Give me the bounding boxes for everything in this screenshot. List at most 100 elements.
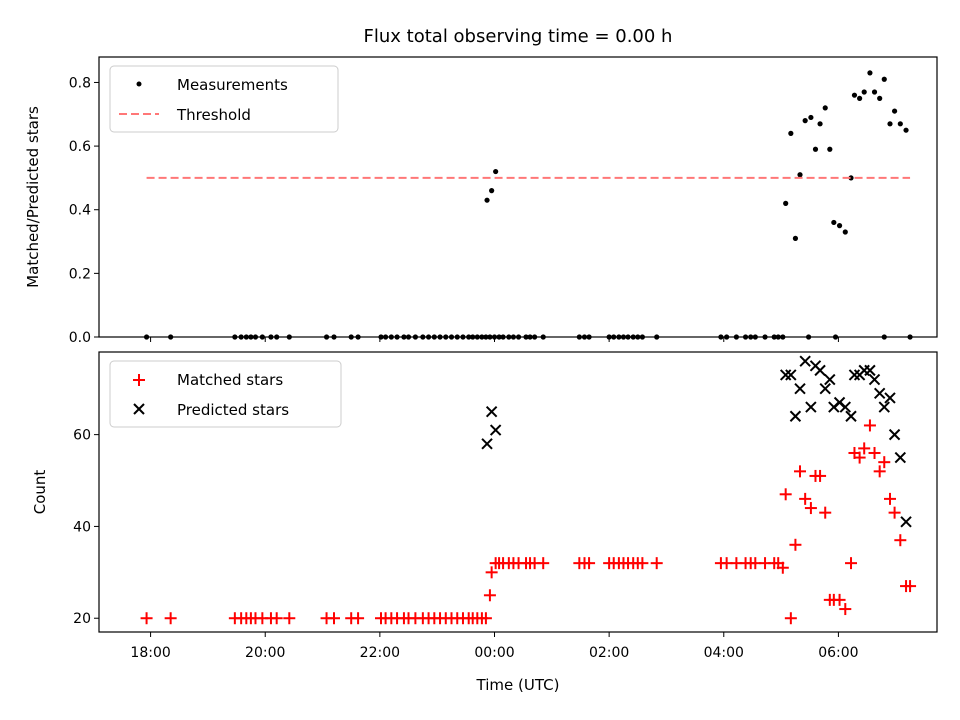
star-count-legend: Matched stars Predicted stars xyxy=(109,360,342,428)
measurement-point xyxy=(848,175,854,181)
star-count-y-tick-label: 60 xyxy=(73,428,91,444)
matched-stars-point xyxy=(776,561,789,574)
star-count-x-tick-label: 02:00 xyxy=(589,645,629,661)
predicted-stars-point xyxy=(839,401,851,413)
predicted-stars-point xyxy=(868,373,881,386)
matched-stars-point xyxy=(328,612,341,625)
flux-ratio-y-tick-label: 0.8 xyxy=(69,75,91,91)
flux-ratio-y-tick-label: 0.2 xyxy=(69,266,91,282)
measurement-point xyxy=(783,200,789,206)
predicted-stars-point xyxy=(819,383,831,395)
flux-ratio-y-tick-label: 0.6 xyxy=(69,139,91,155)
measurement-point xyxy=(808,114,814,121)
matched-stars-point xyxy=(352,612,365,625)
measurement-point xyxy=(877,95,883,101)
star-count-plot-area xyxy=(140,355,917,625)
matched-stars-point xyxy=(883,492,896,505)
predicted-stars-point xyxy=(814,364,826,377)
measurement-point xyxy=(489,188,495,194)
matched-stars-point xyxy=(537,557,550,570)
measurement-point xyxy=(836,223,843,229)
star-count-x-tick-label: 04:00 xyxy=(704,645,744,661)
flux-ratio-panel: 0.00.20.40.60.8 Matched/Predicted stars … xyxy=(24,56,938,346)
measurement-point xyxy=(887,121,893,127)
matched-stars-point xyxy=(794,465,807,478)
measurement-point xyxy=(812,146,819,152)
star-count-panel: 20 40 60 18:00 20:00 22:00 00:00 02:00 04:00 06:… xyxy=(31,351,938,694)
matched-stars-point xyxy=(483,589,496,602)
flux-ratio-legend-box xyxy=(109,65,339,133)
measurement-point xyxy=(822,105,828,111)
matched-stars-point xyxy=(819,506,832,519)
flux-ratio-legend: Measurements Threshold xyxy=(109,65,339,133)
matched-stars-point xyxy=(164,612,177,625)
matched-stars-point xyxy=(804,502,817,515)
flux-ratio-y-tick-label: 0.0 xyxy=(69,330,91,346)
predicted-stars-point xyxy=(489,424,502,436)
predicted-stars-legend-marker xyxy=(133,403,145,415)
measurement-point xyxy=(827,146,833,152)
star-count-y-ticks: 20 40 60 xyxy=(73,428,99,627)
predicted-stars-point xyxy=(894,451,907,464)
matched-stars-point xyxy=(858,442,871,455)
matched-stars-point xyxy=(650,557,663,570)
matched-stars-point xyxy=(583,557,596,570)
flux-ratio-plot-frame xyxy=(98,56,938,338)
predicted-stars-point xyxy=(824,373,836,386)
chart-title: Flux total observing time = 0.00 h xyxy=(364,26,673,47)
matched-stars-point xyxy=(878,456,891,469)
matched-stars-legend-label: Matched stars xyxy=(177,371,283,389)
star-count-x-tick-label: 22:00 xyxy=(360,645,400,661)
measurement-point xyxy=(484,197,490,203)
matched-stars-legend-marker xyxy=(133,374,145,386)
predicted-stars-point xyxy=(785,369,797,381)
matched-stars-point xyxy=(853,451,866,464)
flux-ratio-y-ticks: 0.0 0.2 0.4 0.6 0.8 xyxy=(69,75,99,346)
predicted-stars-point xyxy=(805,401,817,413)
matched-stars-point xyxy=(868,446,881,459)
measurement-point xyxy=(857,95,863,101)
predicted-stars-point xyxy=(485,405,498,418)
flux-ratio-y-axis-label: Matched/Predicted stars xyxy=(24,106,42,288)
flux-ratio-x-ticks xyxy=(150,337,839,342)
matched-stars-point xyxy=(845,557,858,570)
predicted-stars-point xyxy=(864,364,876,377)
star-count-plot-frame xyxy=(98,351,938,633)
measurements-legend-marker xyxy=(136,81,142,87)
predicted-stars-legend-label: Predicted stars xyxy=(177,401,289,419)
matched-stars-point xyxy=(636,557,649,570)
star-count-y-tick-label: 20 xyxy=(73,611,91,627)
predicted-stars-point xyxy=(799,355,811,367)
star-count-y-axis-label: Count xyxy=(31,470,49,515)
measurement-point xyxy=(802,118,808,124)
matched-stars-point xyxy=(814,469,827,482)
measurement-point xyxy=(851,92,858,98)
measurement-point xyxy=(842,229,848,235)
measurement-point xyxy=(881,76,887,82)
predicted-stars-point xyxy=(789,410,802,422)
matched-stars-point xyxy=(784,612,797,625)
matched-stars-point xyxy=(485,566,498,579)
matched-stars-point xyxy=(863,419,876,432)
predicted-stars-point xyxy=(878,401,890,413)
predicted-stars-point xyxy=(845,410,857,422)
matched-stars-point xyxy=(789,538,802,551)
predicted-stars-point xyxy=(779,369,792,381)
measurement-point xyxy=(903,127,909,133)
measurement-point xyxy=(797,172,803,178)
measurement-point xyxy=(891,108,898,114)
predicted-stars-point xyxy=(794,383,806,395)
matched-stars-point xyxy=(894,534,907,547)
measurements-legend-label: Measurements xyxy=(177,76,288,94)
matched-stars-point xyxy=(904,580,917,593)
measurement-point xyxy=(861,89,867,95)
measurement-point xyxy=(831,219,837,226)
star-count-x-tick-label: 00:00 xyxy=(474,645,514,661)
measurement-point xyxy=(867,70,873,76)
star-count-x-tick-label: 06:00 xyxy=(818,645,858,661)
matched-stars-point xyxy=(833,593,846,606)
threshold-legend-label: Threshold xyxy=(176,106,251,124)
measurement-point xyxy=(788,130,794,136)
matched-stars-point xyxy=(799,492,812,505)
predicted-stars-point xyxy=(888,428,901,441)
